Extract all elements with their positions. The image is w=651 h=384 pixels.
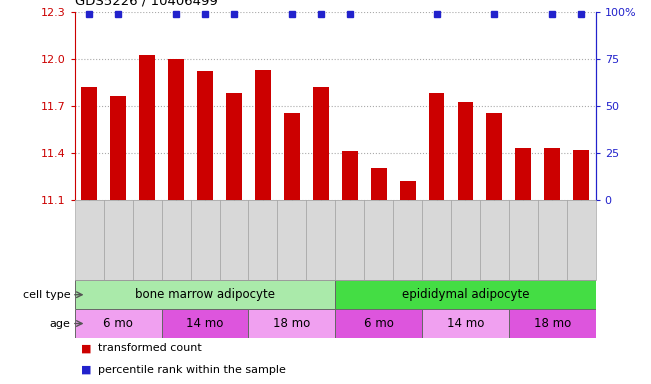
Bar (544, 148, 561, 200)
Text: 14 mo: 14 mo (186, 317, 224, 330)
Text: 6 mo: 6 mo (364, 317, 394, 330)
Bar (161, 309, 249, 338)
Text: age: age (49, 318, 70, 329)
Bar (458, 103, 473, 200)
Bar (226, 93, 242, 200)
Bar (335, 309, 422, 338)
Text: GDS5226 / 10406499: GDS5226 / 10406499 (75, 0, 217, 8)
Text: epididymal adipocyte: epididymal adipocyte (402, 288, 529, 301)
Bar (486, 113, 503, 200)
Bar (574, 149, 589, 200)
Bar (422, 309, 509, 338)
Bar (335, 280, 596, 309)
Bar (342, 151, 357, 200)
Text: bone marrow adipocyte: bone marrow adipocyte (135, 288, 275, 301)
Text: percentile rank within the sample: percentile rank within the sample (98, 364, 286, 375)
Text: cell type: cell type (23, 290, 70, 300)
Bar (139, 55, 155, 200)
Bar (509, 309, 596, 338)
Bar (370, 168, 387, 200)
Text: 6 mo: 6 mo (104, 317, 133, 330)
Bar (249, 309, 335, 338)
Text: ■: ■ (81, 343, 92, 354)
Bar (313, 87, 329, 200)
Text: 14 mo: 14 mo (447, 317, 484, 330)
Bar (75, 280, 335, 309)
Bar (168, 59, 184, 200)
Bar (81, 87, 97, 200)
Text: 18 mo: 18 mo (534, 317, 571, 330)
Text: transformed count: transformed count (98, 343, 201, 354)
Bar (255, 70, 271, 200)
Bar (197, 71, 213, 200)
Text: ■: ■ (81, 364, 92, 375)
Bar (284, 113, 300, 200)
Bar (516, 148, 531, 200)
Bar (400, 181, 415, 200)
Text: 18 mo: 18 mo (273, 317, 311, 330)
Bar (75, 309, 161, 338)
Bar (428, 93, 445, 200)
Bar (110, 96, 126, 200)
